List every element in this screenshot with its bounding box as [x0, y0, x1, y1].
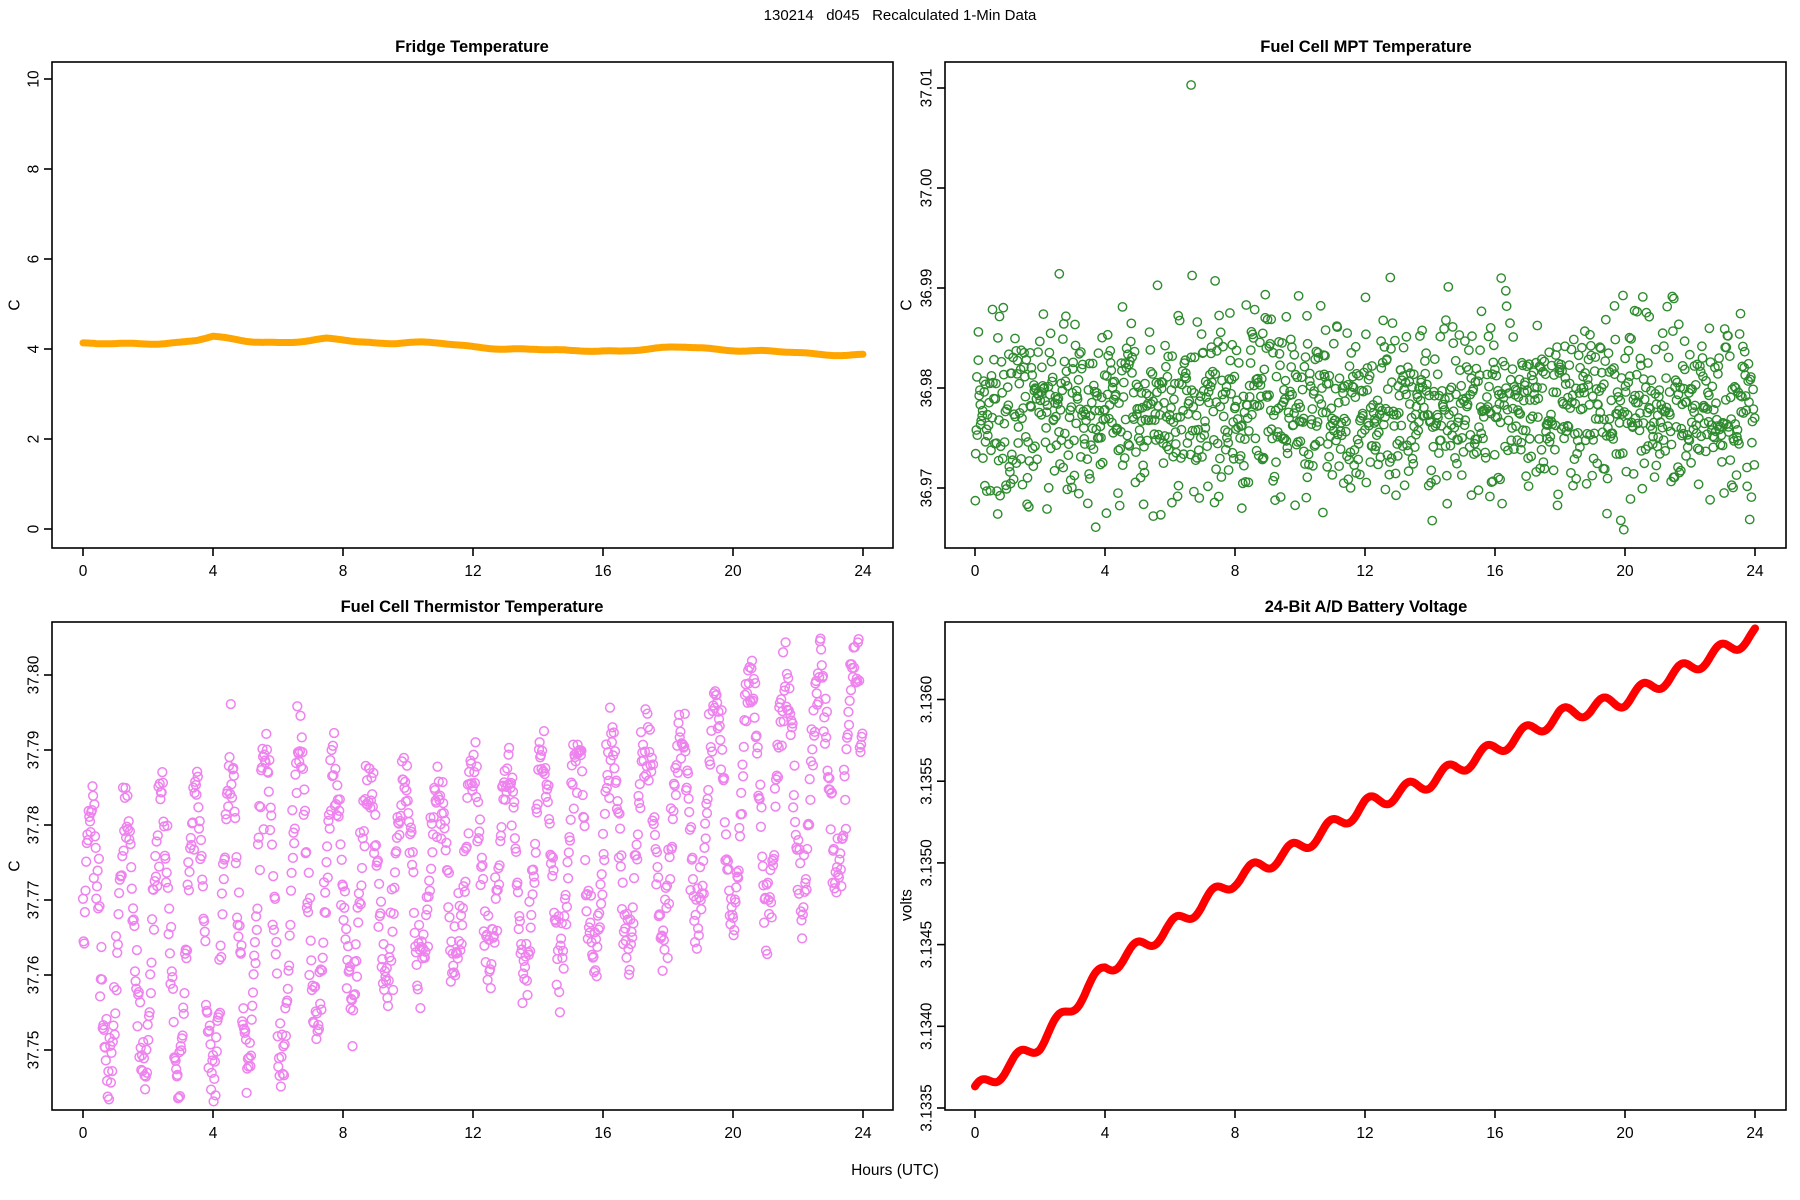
y-tick-label: 37.78: [25, 806, 42, 845]
x-axis-mpt: 0 4 8 12 16 20 24: [971, 548, 1764, 580]
x-tick-label: 20: [724, 1125, 742, 1142]
x-axis-battery: 0 4 8 12 16 20 24: [971, 1110, 1764, 1142]
y-tick-label: 37.00: [918, 168, 935, 207]
chart-title-thermistor: Fuel Cell Thermistor Temperature: [341, 598, 604, 616]
y-tick-label: 36.97: [918, 469, 935, 508]
y-tick-label: 36.99: [918, 269, 935, 308]
y-tick-label: 3.1345: [918, 921, 935, 968]
y-tick-label: 37.01: [918, 69, 935, 108]
x-tick-label: 16: [594, 563, 611, 580]
plot-frame-mpt: [944, 61, 1787, 549]
x-tick-label: 12: [1356, 1125, 1373, 1142]
x-tick-label: 12: [464, 563, 481, 580]
chart-mpt: 0 4 8 12 16 20 24 36.97 36.98 36.99 37.00 37.01: [918, 61, 1787, 580]
y-tick-label: 36.98: [918, 369, 935, 408]
x-axis-thermistor: 0 4 8 12 16 20 24: [79, 1110, 872, 1142]
series-line-battery: [971, 624, 1759, 1091]
y-tick-label: 8: [25, 165, 42, 174]
x-tick-label: 8: [1231, 1125, 1240, 1142]
x-tick-label: 24: [854, 563, 872, 580]
chart-title-battery: 24-Bit A/D Battery Voltage: [1265, 598, 1468, 616]
series-points-mpt: [970, 80, 1760, 535]
y-axis-title-battery: volts: [898, 889, 915, 921]
y-tick-label: 3.1350: [918, 839, 935, 887]
y-axis-battery: 3.1335 3.1340 3.1345 3.1350 3.1355 3.1360: [918, 675, 945, 1132]
chart-thermistor: 0 4 8 12 16 20 24 37.75 37.76 37.77 37.78 37.79 37.8…: [25, 621, 894, 1142]
y-tick-label: 2: [25, 435, 42, 444]
y-tick-label: 3.1335: [918, 1084, 935, 1131]
x-tick-label: 4: [1101, 1125, 1110, 1142]
x-tick-label: 0: [971, 1125, 980, 1142]
plot-frame-fridge: [51, 61, 894, 549]
y-axis-title-thermistor: C: [6, 860, 23, 871]
y-axis-title-fridge: C: [6, 299, 23, 310]
x-tick-label: 16: [594, 1125, 611, 1142]
series-points-thermistor: [77, 633, 868, 1107]
x-tick-label: 4: [209, 1125, 218, 1142]
y-tick-label: 3.1340: [918, 1002, 935, 1050]
y-tick-label: 0: [25, 524, 42, 533]
outlier-point: [1186, 80, 1197, 90]
x-axis-fridge: 0 4 8 12 16 20 24: [79, 548, 872, 580]
y-tick-label: 6: [25, 255, 42, 264]
x-tick-label: 8: [339, 563, 348, 580]
y-tick-label: 37.76: [25, 956, 42, 995]
x-tick-label: 20: [1616, 1125, 1634, 1142]
x-tick-label: 12: [464, 1125, 481, 1142]
main-title: 130214 d045 Recalculated 1-Min Data: [764, 7, 1037, 24]
y-tick-label: 10: [25, 70, 42, 88]
x-tick-label: 8: [1231, 563, 1240, 580]
x-tick-label: 0: [79, 563, 88, 580]
y-axis-mpt: 36.97 36.98 36.99 37.00 37.01: [918, 69, 945, 508]
y-tick-label: 3.1355: [918, 757, 935, 804]
y-tick-label: 4: [25, 344, 42, 353]
plot-frame-battery: [944, 621, 1787, 1111]
chart-battery: 0 4 8 12 16 20 24 3.1335 3.1340 3.1345 3.1350 3.135…: [918, 621, 1787, 1142]
x-tick-label: 24: [854, 1125, 872, 1142]
x-tick-label: 16: [1486, 1125, 1503, 1142]
series-line-fridge: [79, 332, 867, 360]
x-tick-label: 8: [339, 1125, 348, 1142]
x-tick-label: 20: [724, 563, 742, 580]
x-tick-label: 4: [1101, 563, 1110, 580]
y-tick-label: 37.75: [25, 1031, 42, 1070]
y-axis-thermistor: 37.75 37.76 37.77 37.78 37.79 37.80: [25, 655, 52, 1069]
y-axis-title-mpt: C: [898, 299, 915, 310]
x-tick-label: 0: [971, 563, 980, 580]
chart-title-fridge: Fridge Temperature: [395, 38, 549, 56]
x-tick-label: 0: [79, 1125, 88, 1142]
x-axis-title: Hours (UTC): [851, 1162, 939, 1179]
x-tick-label: 24: [1746, 1125, 1764, 1142]
y-tick-label: 37.79: [25, 731, 42, 770]
x-tick-label: 20: [1616, 563, 1634, 580]
y-tick-label: 3.1360: [918, 675, 935, 723]
x-tick-label: 4: [209, 563, 218, 580]
x-tick-label: 12: [1356, 563, 1373, 580]
y-tick-label: 37.77: [25, 881, 42, 920]
y-tick-label: 37.80: [25, 655, 42, 694]
x-tick-label: 16: [1486, 563, 1503, 580]
x-tick-label: 24: [1746, 563, 1764, 580]
y-axis-fridge: 0 2 4 6 8 10: [25, 70, 52, 533]
chart-title-mpt: Fuel Cell MPT Temperature: [1260, 38, 1472, 56]
